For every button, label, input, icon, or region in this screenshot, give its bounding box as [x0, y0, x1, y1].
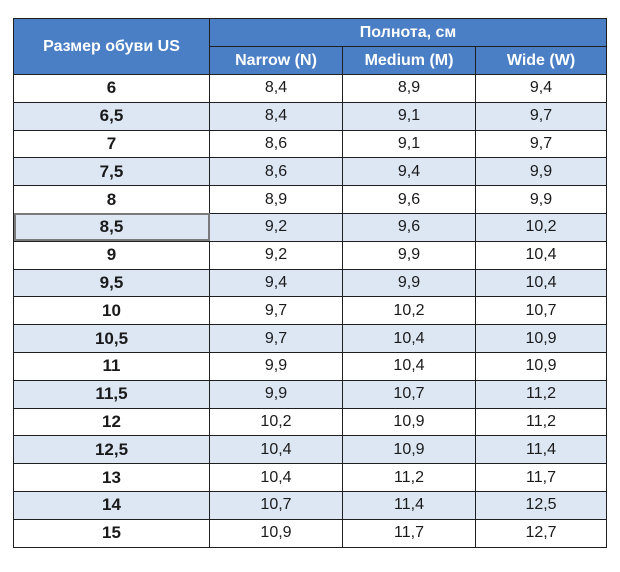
table-row: 10,5 9,7 10,4 10,9 — [13, 324, 608, 353]
medium-width-cell[interactable]: 10,7 — [342, 379, 476, 409]
medium-width-cell[interactable]: 9,1 — [342, 101, 476, 131]
width-group-header: Полнота, см — [208, 18, 608, 47]
medium-width-cell[interactable]: 10,9 — [342, 435, 476, 465]
size-cell[interactable]: 10 — [13, 296, 210, 326]
shoe-size-table-container: Размер обуви US Полнота, см Narrow (N) M… — [13, 18, 608, 548]
wide-width-cell[interactable]: 10,2 — [474, 212, 608, 242]
narrow-width-cell[interactable]: 8,4 — [209, 74, 343, 103]
size-cell[interactable]: 7 — [13, 129, 210, 159]
size-cell[interactable]: 8 — [13, 185, 210, 214]
size-cell[interactable]: 14 — [13, 490, 210, 520]
size-cell[interactable]: 9 — [13, 240, 210, 270]
table-row: 13 10,4 11,2 11,7 — [13, 463, 608, 492]
wide-width-cell[interactable]: 12,7 — [474, 518, 608, 548]
table-header: Размер обуви US Полнота, см Narrow (N) M… — [13, 18, 608, 75]
narrow-width-cell[interactable]: 9,9 — [209, 351, 343, 381]
table-row: 14 10,7 11,4 12,5 — [13, 490, 608, 520]
wide-width-cell[interactable]: 11,7 — [474, 463, 608, 492]
narrow-width-cell[interactable]: 9,7 — [209, 324, 343, 353]
medium-width-cell[interactable]: 9,4 — [342, 157, 476, 187]
table-row: 9 9,2 9,9 10,4 — [13, 240, 608, 270]
size-cell[interactable]: 13 — [13, 463, 210, 492]
table-row: 8,5 9,2 9,6 10,2 — [13, 212, 608, 242]
wide-width-cell[interactable]: 10,4 — [474, 268, 608, 298]
narrow-width-cell[interactable]: 9,4 — [209, 268, 343, 298]
size-cell[interactable]: 7,5 — [13, 157, 210, 187]
table-row: 6,5 8,4 9,1 9,7 — [13, 101, 608, 131]
wide-width-cell[interactable]: 10,9 — [474, 351, 608, 381]
size-cell[interactable]: 12 — [13, 407, 210, 437]
size-cell[interactable]: 15 — [13, 518, 210, 548]
wide-width-cell[interactable]: 11,4 — [474, 435, 608, 465]
medium-width-cell[interactable]: 9,6 — [342, 212, 476, 242]
wide-width-cell[interactable]: 9,4 — [474, 74, 608, 103]
wide-width-cell[interactable]: 11,2 — [474, 379, 608, 409]
column-header-wide: Wide (W) — [474, 46, 608, 75]
size-cell[interactable]: 9,5 — [13, 268, 210, 298]
column-header-narrow: Narrow (N) — [209, 46, 343, 75]
medium-width-cell[interactable]: 9,1 — [342, 129, 476, 159]
narrow-width-cell[interactable]: 8,9 — [209, 185, 343, 214]
size-cell[interactable]: 8,5 — [13, 212, 210, 242]
wide-width-cell[interactable]: 10,4 — [474, 240, 608, 270]
table-row: 7 8,6 9,1 9,7 — [13, 129, 608, 159]
wide-width-cell[interactable]: 12,5 — [474, 490, 608, 520]
medium-width-cell[interactable]: 10,4 — [342, 324, 476, 353]
table-row: 11,5 9,9 10,7 11,2 — [13, 379, 608, 409]
narrow-width-cell[interactable]: 9,9 — [209, 379, 343, 409]
table-row: 9,5 9,4 9,9 10,4 — [13, 268, 608, 298]
narrow-width-cell[interactable]: 9,2 — [209, 212, 343, 242]
narrow-width-cell[interactable]: 10,9 — [209, 518, 343, 548]
shoe-size-table: Размер обуви US Полнота, см Narrow (N) M… — [13, 18, 608, 548]
size-column-header: Размер обуви US — [13, 18, 210, 75]
narrow-width-cell[interactable]: 10,4 — [209, 463, 343, 492]
medium-width-cell[interactable]: 10,2 — [342, 296, 476, 326]
table-row: 12,5 10,4 10,9 11,4 — [13, 435, 608, 465]
size-cell[interactable]: 6,5 — [13, 101, 210, 131]
narrow-width-cell[interactable]: 10,4 — [209, 435, 343, 465]
table-row: 6 8,4 8,9 9,4 — [13, 74, 608, 103]
column-header-medium: Medium (M) — [342, 46, 476, 75]
size-cell[interactable]: 11 — [13, 351, 210, 381]
wide-width-cell[interactable]: 9,7 — [474, 129, 608, 159]
medium-width-cell[interactable]: 10,9 — [342, 407, 476, 437]
table-row: 12 10,2 10,9 11,2 — [13, 407, 608, 437]
table-body: 6 8,4 8,9 9,4 6,5 8,4 9,1 9,7 7 8,6 9,1 9,7 7,5 8,6 9,… — [13, 74, 608, 548]
size-cell[interactable]: 10,5 — [13, 324, 210, 353]
size-cell[interactable]: 6 — [13, 74, 210, 103]
narrow-width-cell[interactable]: 9,7 — [209, 296, 343, 326]
medium-width-cell[interactable]: 9,6 — [342, 185, 476, 214]
table-row: 10 9,7 10,2 10,7 — [13, 296, 608, 326]
size-cell[interactable]: 12,5 — [13, 435, 210, 465]
medium-width-cell[interactable]: 9,9 — [342, 240, 476, 270]
wide-width-cell[interactable]: 9,7 — [474, 101, 608, 131]
medium-width-cell[interactable]: 9,9 — [342, 268, 476, 298]
narrow-width-cell[interactable]: 8,4 — [209, 101, 343, 131]
wide-width-cell[interactable]: 9,9 — [474, 157, 608, 187]
wide-width-cell[interactable]: 10,7 — [474, 296, 608, 326]
wide-width-cell[interactable]: 10,9 — [474, 324, 608, 353]
size-cell[interactable]: 11,5 — [13, 379, 210, 409]
wide-width-cell[interactable]: 11,2 — [474, 407, 608, 437]
medium-width-cell[interactable]: 11,2 — [342, 463, 476, 492]
narrow-width-cell[interactable]: 8,6 — [209, 129, 343, 159]
table-row: 11 9,9 10,4 10,9 — [13, 351, 608, 381]
table-row: 15 10,9 11,7 12,7 — [13, 518, 608, 548]
medium-width-cell[interactable]: 8,9 — [342, 74, 476, 103]
medium-width-cell[interactable]: 11,7 — [342, 518, 476, 548]
table-row: 8 8,9 9,6 9,9 — [13, 185, 608, 214]
narrow-width-cell[interactable]: 9,2 — [209, 240, 343, 270]
narrow-width-cell[interactable]: 10,2 — [209, 407, 343, 437]
table-row: 7,5 8,6 9,4 9,9 — [13, 157, 608, 187]
wide-width-cell[interactable]: 9,9 — [474, 185, 608, 214]
narrow-width-cell[interactable]: 10,7 — [209, 490, 343, 520]
medium-width-cell[interactable]: 10,4 — [342, 351, 476, 381]
narrow-width-cell[interactable]: 8,6 — [209, 157, 343, 187]
medium-width-cell[interactable]: 11,4 — [342, 490, 476, 520]
